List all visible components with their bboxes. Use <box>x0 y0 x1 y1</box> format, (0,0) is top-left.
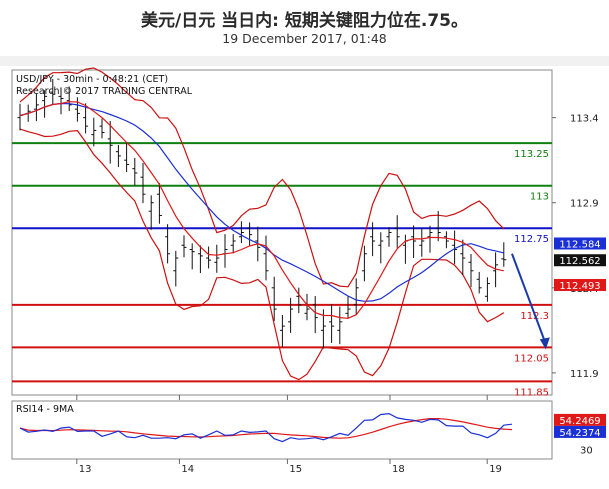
info-line-1: USD/JPY - 30min - 0:48:21 (CET) <box>16 74 168 85</box>
moving-average-red <box>19 101 504 319</box>
bollinger-upper <box>19 67 505 288</box>
rsi-tag <box>554 425 606 438</box>
rsi-tag <box>554 413 606 426</box>
header-divider <box>0 56 609 66</box>
level-label: 111.85 <box>514 387 549 398</box>
level-label: 112.75 <box>514 234 549 245</box>
moving-average-blue <box>19 102 504 302</box>
page-header: 美元/日元 当日内: 短期关键阻力位在.75。 19 December 2017… <box>0 0 609 56</box>
rsi-ma-line <box>19 418 513 439</box>
level-label: 113 <box>530 192 549 203</box>
rsi-y-tick-label: 30 <box>580 445 593 456</box>
x-tick-label: 19 <box>489 464 502 475</box>
info-line-2: Research © 2017 TRADING CENTRAL <box>16 86 193 97</box>
x-tick-label: 13 <box>79 464 92 475</box>
bollinger-lower <box>19 128 505 381</box>
price-tag <box>554 254 606 267</box>
rsi-tag-label: 54.2469 <box>559 416 600 427</box>
price-tag-label: 112.493 <box>559 281 600 292</box>
y-tick-label: 113.4 <box>570 114 599 125</box>
y-tick-label: 111.9 <box>570 369 599 380</box>
x-tick-label: 18 <box>392 464 405 475</box>
level-label: 113.25 <box>514 149 549 160</box>
rsi-panel-frame <box>11 400 553 460</box>
y-tick-label: 112.9 <box>570 199 599 210</box>
rsi-label: RSI14 - 9MA <box>16 404 74 415</box>
x-tick-label: 14 <box>181 464 194 475</box>
projection-arrow-line <box>511 253 546 342</box>
page-title: 美元/日元 当日内: 短期关键阻力位在.75。 <box>141 11 468 31</box>
rsi-line <box>19 412 513 443</box>
level-label: 112.05 <box>514 353 549 364</box>
price-tag-label: 112.562 <box>559 256 600 267</box>
x-tick-label: 15 <box>289 464 302 475</box>
price-tag <box>554 237 606 250</box>
price-tag-label: 112.584 <box>559 239 600 250</box>
price-tag <box>554 278 606 291</box>
projection-arrow-head <box>539 337 550 350</box>
rsi-tag-label: 54.2374 <box>559 428 600 439</box>
page-date: 19 December 2017, 01:48 <box>222 31 387 46</box>
